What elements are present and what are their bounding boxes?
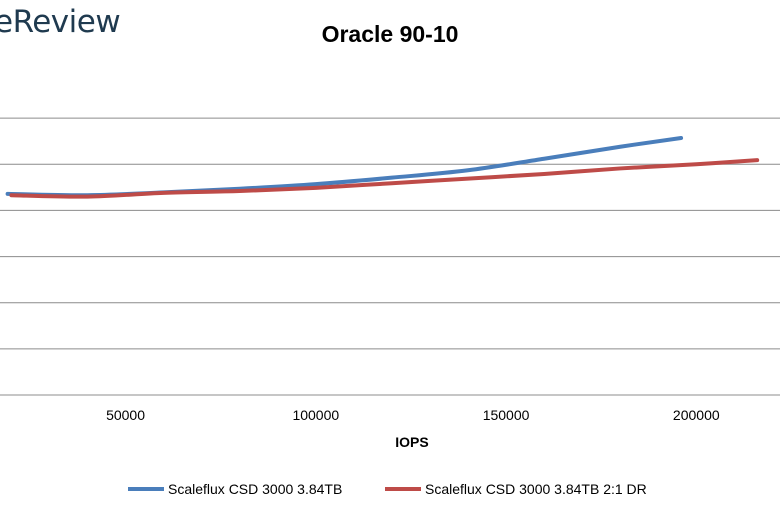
chart-title: Oracle 90-10 [322,21,459,47]
x-tick-label: 150000 [483,407,530,423]
legend: Scaleflux CSD 3000 3.84TB Scaleflux CSD 3… [128,481,647,497]
gridlines [0,117,780,396]
x-tick-label: 50000 [106,407,145,423]
legend-label-1: Scaleflux CSD 3000 3.84TB [168,481,342,497]
brand-logo: eReview [0,4,121,40]
x-tick-label: 100000 [292,407,339,423]
x-tick-label: 200000 [673,407,720,423]
x-axis-ticks: 50000 100000 150000 200000 [106,407,720,423]
legend-label-2: Scaleflux CSD 3000 3.84TB 2:1 DR [425,481,647,497]
series-line-2 [9,158,760,199]
x-axis-label: IOPS [395,434,428,450]
series-group [5,135,760,199]
